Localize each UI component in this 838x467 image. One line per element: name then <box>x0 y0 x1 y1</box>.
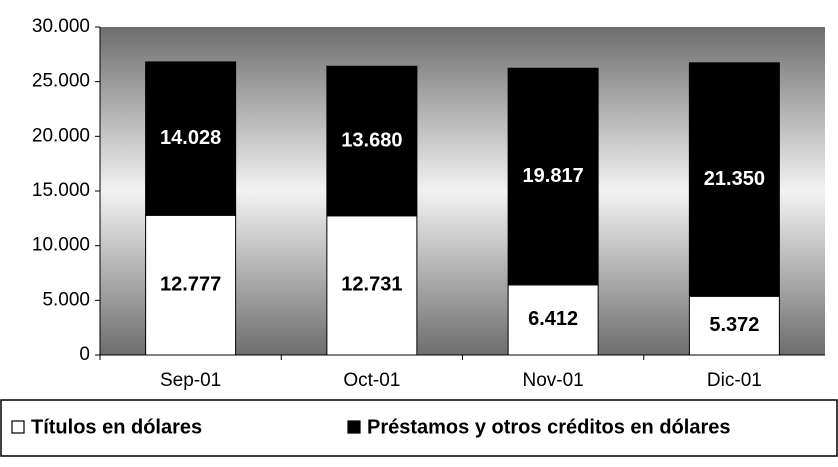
data-label: 19.817 <box>523 165 584 187</box>
y-tick-label: 20.000 <box>32 125 90 146</box>
legend-label: Títulos en dólares <box>31 416 202 438</box>
bar-segment <box>688 62 780 297</box>
data-label: 5.372 <box>709 314 759 336</box>
y-tick-label: 30.000 <box>32 16 90 37</box>
bar-segment <box>688 295 780 356</box>
bar-segment <box>326 65 418 217</box>
x-tick-label: Nov-01 <box>523 370 584 391</box>
data-label: 6.412 <box>528 308 578 330</box>
bar-segment <box>507 284 599 356</box>
y-tick-label: 5.000 <box>42 289 90 310</box>
bar-segment <box>145 214 237 356</box>
data-label: 12.777 <box>160 273 221 295</box>
y-tick-label: 15.000 <box>32 180 90 201</box>
legend-box <box>0 399 838 457</box>
y-tick-label: 10.000 <box>32 235 90 256</box>
legend-marker <box>347 420 361 434</box>
legend-marker <box>11 420 25 434</box>
data-label: 12.731 <box>341 274 402 296</box>
x-tick-label: Sep-01 <box>160 370 221 391</box>
y-tick-label: 0 <box>79 344 90 365</box>
legend-label: Préstamos y otros créditos en dólares <box>367 416 730 438</box>
bar-segment <box>507 67 599 286</box>
bar-segment <box>326 215 418 356</box>
data-label: 21.350 <box>704 168 765 190</box>
x-tick-label: Dic-01 <box>707 370 762 391</box>
data-label: 13.680 <box>341 129 402 151</box>
x-tick-label: Oct-01 <box>343 370 400 391</box>
bar-segment <box>145 61 237 216</box>
y-tick-label: 25.000 <box>32 71 90 92</box>
data-label: 14.028 <box>160 127 221 149</box>
